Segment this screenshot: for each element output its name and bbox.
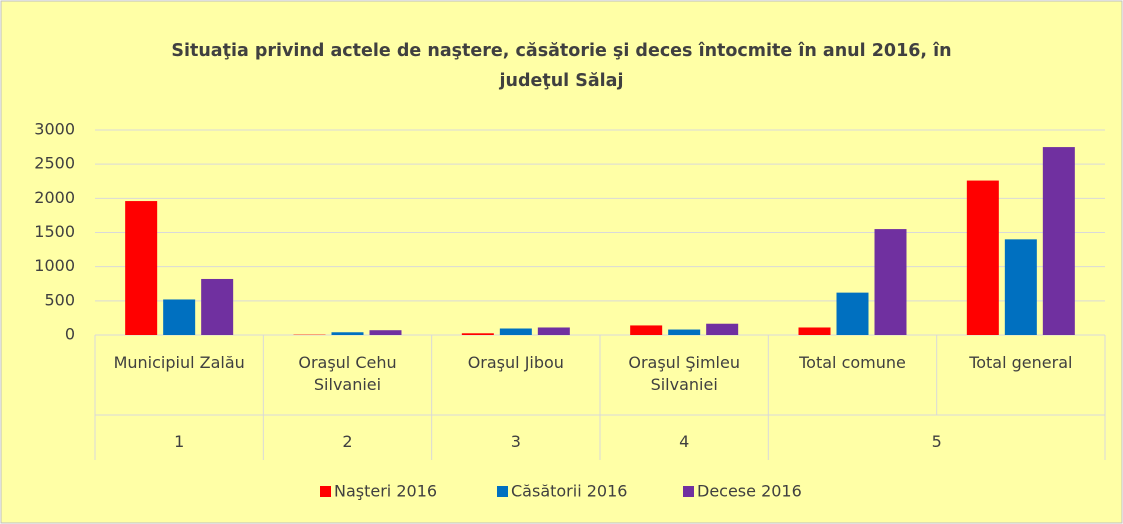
bar xyxy=(798,327,831,335)
group-label: 2 xyxy=(342,432,353,451)
x-tick-label: Total comune xyxy=(799,353,906,372)
bar xyxy=(1042,147,1075,335)
group-label: 3 xyxy=(510,432,521,451)
x-tick-label: Oraşul Cehu Silvaniei xyxy=(298,353,397,394)
y-tick-label: 1500 xyxy=(34,222,75,241)
x-tick-label: Total general xyxy=(969,353,1073,372)
y-tick-label: 2500 xyxy=(34,154,75,173)
legend-label: Căsătorii 2016 xyxy=(511,482,627,501)
x-tick-label: Oraşul Şimleu Silvaniei xyxy=(628,353,740,394)
bar xyxy=(163,299,196,335)
group-label: 5 xyxy=(931,432,942,451)
bar xyxy=(1004,239,1037,335)
bar xyxy=(966,180,999,335)
group-label: 4 xyxy=(679,432,690,451)
bar xyxy=(461,333,494,335)
x-tick-label: Oraşul Jibou xyxy=(467,353,564,372)
y-tick-label: 500 xyxy=(44,290,75,309)
legend-label: Naşteri 2016 xyxy=(334,482,437,501)
y-tick-label: 3000 xyxy=(34,120,75,139)
legend-label: Decese 2016 xyxy=(697,482,802,501)
bar xyxy=(836,292,869,335)
y-tick-label: 0 xyxy=(65,325,75,344)
chart-title: Situaţia privind actele de naştere, căsă… xyxy=(171,41,952,91)
x-tick-label: Municipiul Zalău xyxy=(113,353,245,372)
bar xyxy=(874,229,907,335)
legend-swatch xyxy=(683,486,694,497)
bar xyxy=(369,330,402,335)
bar xyxy=(499,328,532,335)
bar xyxy=(668,329,701,335)
bar xyxy=(537,327,570,335)
legend-swatch xyxy=(320,486,331,497)
bar xyxy=(630,325,663,335)
legend-swatch xyxy=(497,486,508,497)
bar xyxy=(125,201,158,335)
y-tick-label: 2000 xyxy=(34,188,75,207)
bar xyxy=(331,332,364,335)
group-label: 1 xyxy=(174,432,185,451)
bar xyxy=(201,278,234,335)
bar xyxy=(706,323,739,335)
y-tick-label: 1000 xyxy=(34,256,75,275)
